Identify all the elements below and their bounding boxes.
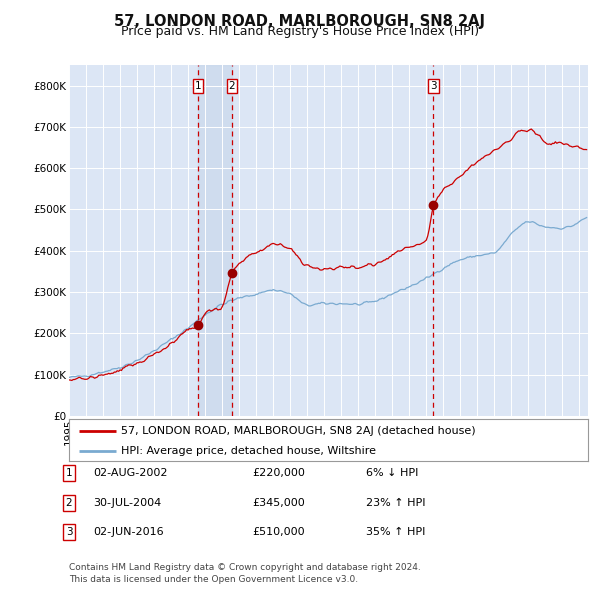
- Text: HPI: Average price, detached house, Wiltshire: HPI: Average price, detached house, Wilt…: [121, 446, 376, 455]
- Text: £345,000: £345,000: [252, 498, 305, 507]
- Text: This data is licensed under the Open Government Licence v3.0.: This data is licensed under the Open Gov…: [69, 575, 358, 584]
- Text: 1: 1: [194, 81, 201, 91]
- Text: 02-AUG-2002: 02-AUG-2002: [93, 468, 167, 478]
- Text: 6% ↓ HPI: 6% ↓ HPI: [366, 468, 418, 478]
- Text: £510,000: £510,000: [252, 527, 305, 537]
- Text: 02-JUN-2016: 02-JUN-2016: [93, 527, 164, 537]
- Bar: [198, 65, 232, 416]
- Text: 2: 2: [65, 498, 73, 507]
- Text: 3: 3: [430, 81, 437, 91]
- Text: 1: 1: [65, 468, 73, 478]
- Text: Price paid vs. HM Land Registry's House Price Index (HPI): Price paid vs. HM Land Registry's House …: [121, 25, 479, 38]
- Text: £220,000: £220,000: [252, 468, 305, 478]
- Text: 35% ↑ HPI: 35% ↑ HPI: [366, 527, 425, 537]
- Text: Contains HM Land Registry data © Crown copyright and database right 2024.: Contains HM Land Registry data © Crown c…: [69, 563, 421, 572]
- Text: 2: 2: [229, 81, 235, 91]
- Text: 3: 3: [65, 527, 73, 537]
- Text: 57, LONDON ROAD, MARLBOROUGH, SN8 2AJ (detached house): 57, LONDON ROAD, MARLBOROUGH, SN8 2AJ (d…: [121, 426, 476, 436]
- Text: 57, LONDON ROAD, MARLBOROUGH, SN8 2AJ: 57, LONDON ROAD, MARLBOROUGH, SN8 2AJ: [115, 14, 485, 28]
- Text: 23% ↑ HPI: 23% ↑ HPI: [366, 498, 425, 507]
- Text: 30-JUL-2004: 30-JUL-2004: [93, 498, 161, 507]
